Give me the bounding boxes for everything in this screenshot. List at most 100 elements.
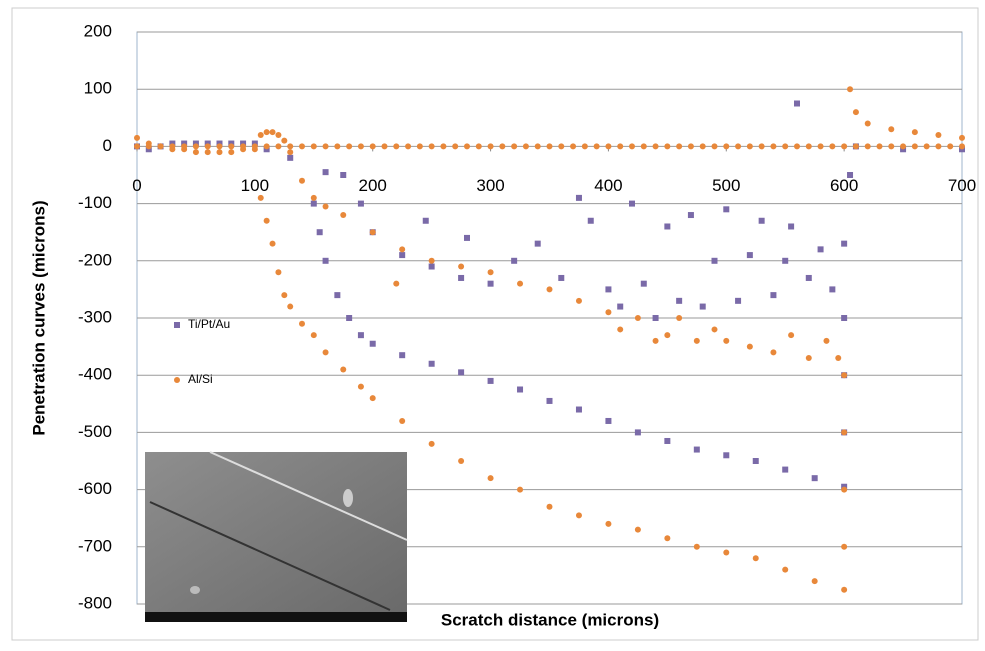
point xyxy=(399,417,406,424)
point xyxy=(575,512,582,519)
point xyxy=(546,286,553,293)
scratch-line xyxy=(209,451,408,541)
point xyxy=(399,352,406,359)
legend-label: Ti/Pt/Au xyxy=(188,317,230,331)
point xyxy=(216,143,223,150)
point xyxy=(593,143,600,150)
point xyxy=(841,143,848,150)
point xyxy=(587,217,594,224)
point xyxy=(534,240,541,247)
point xyxy=(299,177,305,184)
point xyxy=(287,303,294,310)
point xyxy=(900,143,907,150)
point xyxy=(575,406,582,413)
point xyxy=(405,143,412,150)
y-tick-label: -600 xyxy=(78,479,112,498)
point xyxy=(228,143,235,150)
scratch-line xyxy=(149,501,391,611)
debris xyxy=(190,586,200,594)
point xyxy=(558,274,565,281)
point xyxy=(823,337,830,344)
point xyxy=(458,263,465,270)
x-tick-label: 300 xyxy=(476,176,504,195)
point xyxy=(888,126,895,133)
point xyxy=(782,566,789,573)
sem-image xyxy=(145,452,407,612)
point xyxy=(711,257,718,264)
point xyxy=(458,458,465,464)
debris xyxy=(343,489,353,507)
y-tick-label: -200 xyxy=(78,250,112,269)
point xyxy=(735,143,742,150)
point xyxy=(758,143,765,150)
point xyxy=(829,143,836,150)
point xyxy=(281,137,288,144)
point xyxy=(134,143,140,150)
point xyxy=(911,143,918,150)
y-tick-label: -300 xyxy=(78,307,112,326)
point xyxy=(458,274,465,281)
point xyxy=(617,326,624,333)
point xyxy=(275,269,282,276)
point xyxy=(369,143,376,150)
point xyxy=(664,223,671,230)
point xyxy=(770,349,777,356)
point xyxy=(263,217,270,224)
point xyxy=(841,372,848,379)
point xyxy=(169,146,176,153)
point xyxy=(841,429,848,436)
point xyxy=(617,143,624,150)
point xyxy=(664,332,671,339)
point xyxy=(634,526,641,533)
point xyxy=(316,229,323,236)
point xyxy=(558,143,565,150)
point xyxy=(752,555,759,562)
x-tick-label: 500 xyxy=(712,176,740,195)
point xyxy=(782,257,789,264)
point xyxy=(216,149,223,156)
point xyxy=(605,417,612,424)
point xyxy=(841,240,848,247)
point xyxy=(499,143,506,150)
point xyxy=(841,315,848,321)
x-tick-label: 700 xyxy=(948,176,976,195)
point xyxy=(322,349,329,356)
point xyxy=(464,143,470,150)
point xyxy=(852,143,859,150)
point xyxy=(959,134,965,141)
point xyxy=(340,212,347,219)
point xyxy=(811,578,818,585)
point xyxy=(458,369,465,376)
point xyxy=(805,355,812,362)
point xyxy=(888,143,895,150)
y-tick-label: 100 xyxy=(84,79,112,98)
y-tick-label: 200 xyxy=(84,21,112,40)
point xyxy=(145,140,152,147)
y-tick-label: -400 xyxy=(78,365,112,384)
point xyxy=(676,143,683,150)
point xyxy=(575,194,582,201)
point xyxy=(947,143,954,150)
point xyxy=(634,315,641,321)
point xyxy=(852,109,859,116)
point xyxy=(269,240,276,247)
point xyxy=(452,143,459,150)
point xyxy=(393,280,400,287)
point xyxy=(752,458,759,464)
point xyxy=(269,129,276,136)
legend-marker xyxy=(174,322,180,328)
point xyxy=(281,292,288,299)
point xyxy=(428,257,435,264)
point xyxy=(487,475,494,482)
point xyxy=(841,543,848,550)
y-tick-label: -700 xyxy=(78,536,112,555)
point xyxy=(204,143,211,150)
point xyxy=(275,143,282,150)
point xyxy=(475,143,482,150)
point xyxy=(487,377,494,384)
y-tick-label: -500 xyxy=(78,422,112,441)
point xyxy=(629,143,635,150)
point xyxy=(204,149,211,156)
point xyxy=(640,280,647,287)
